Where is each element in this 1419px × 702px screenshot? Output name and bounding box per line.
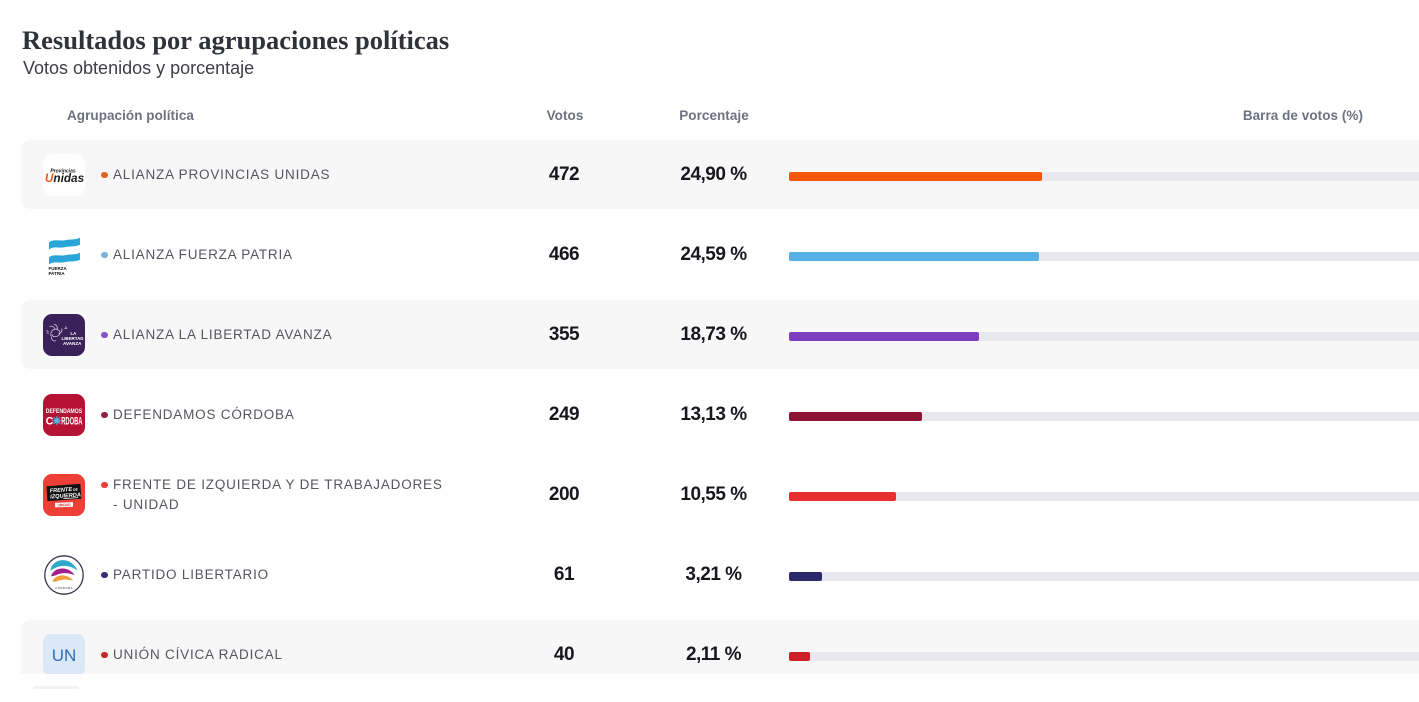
- svg-text:RDOBA: RDOBA: [61, 416, 82, 428]
- svg-text:LIBERTAD: LIBERTAD: [62, 336, 84, 341]
- svg-text:UNIDAD: UNIDAD: [57, 503, 71, 507]
- svg-text:FRENTE DE: FRENTE DE: [50, 486, 79, 494]
- svg-text:PATRIA: PATRIA: [49, 271, 66, 276]
- svg-text:UN: UN: [52, 646, 77, 665]
- svg-text:DEFENDAMOS: DEFENDAMOS: [46, 409, 82, 415]
- svg-text:Unidas: Unidas: [45, 171, 85, 185]
- svg-text:Provincias: Provincias: [50, 169, 76, 175]
- svg-text:AVANZA: AVANZA: [63, 341, 82, 346]
- svg-text:△: △: [64, 326, 68, 330]
- svg-text:FUERZA: FUERZA: [49, 266, 68, 271]
- svg-text:CÓRDOBA: CÓRDOBA: [55, 585, 73, 590]
- svg-text:IZQUIERDA: IZQUIERDA: [50, 492, 81, 500]
- svg-text:LA: LA: [71, 331, 78, 336]
- svg-text:C: C: [46, 416, 54, 428]
